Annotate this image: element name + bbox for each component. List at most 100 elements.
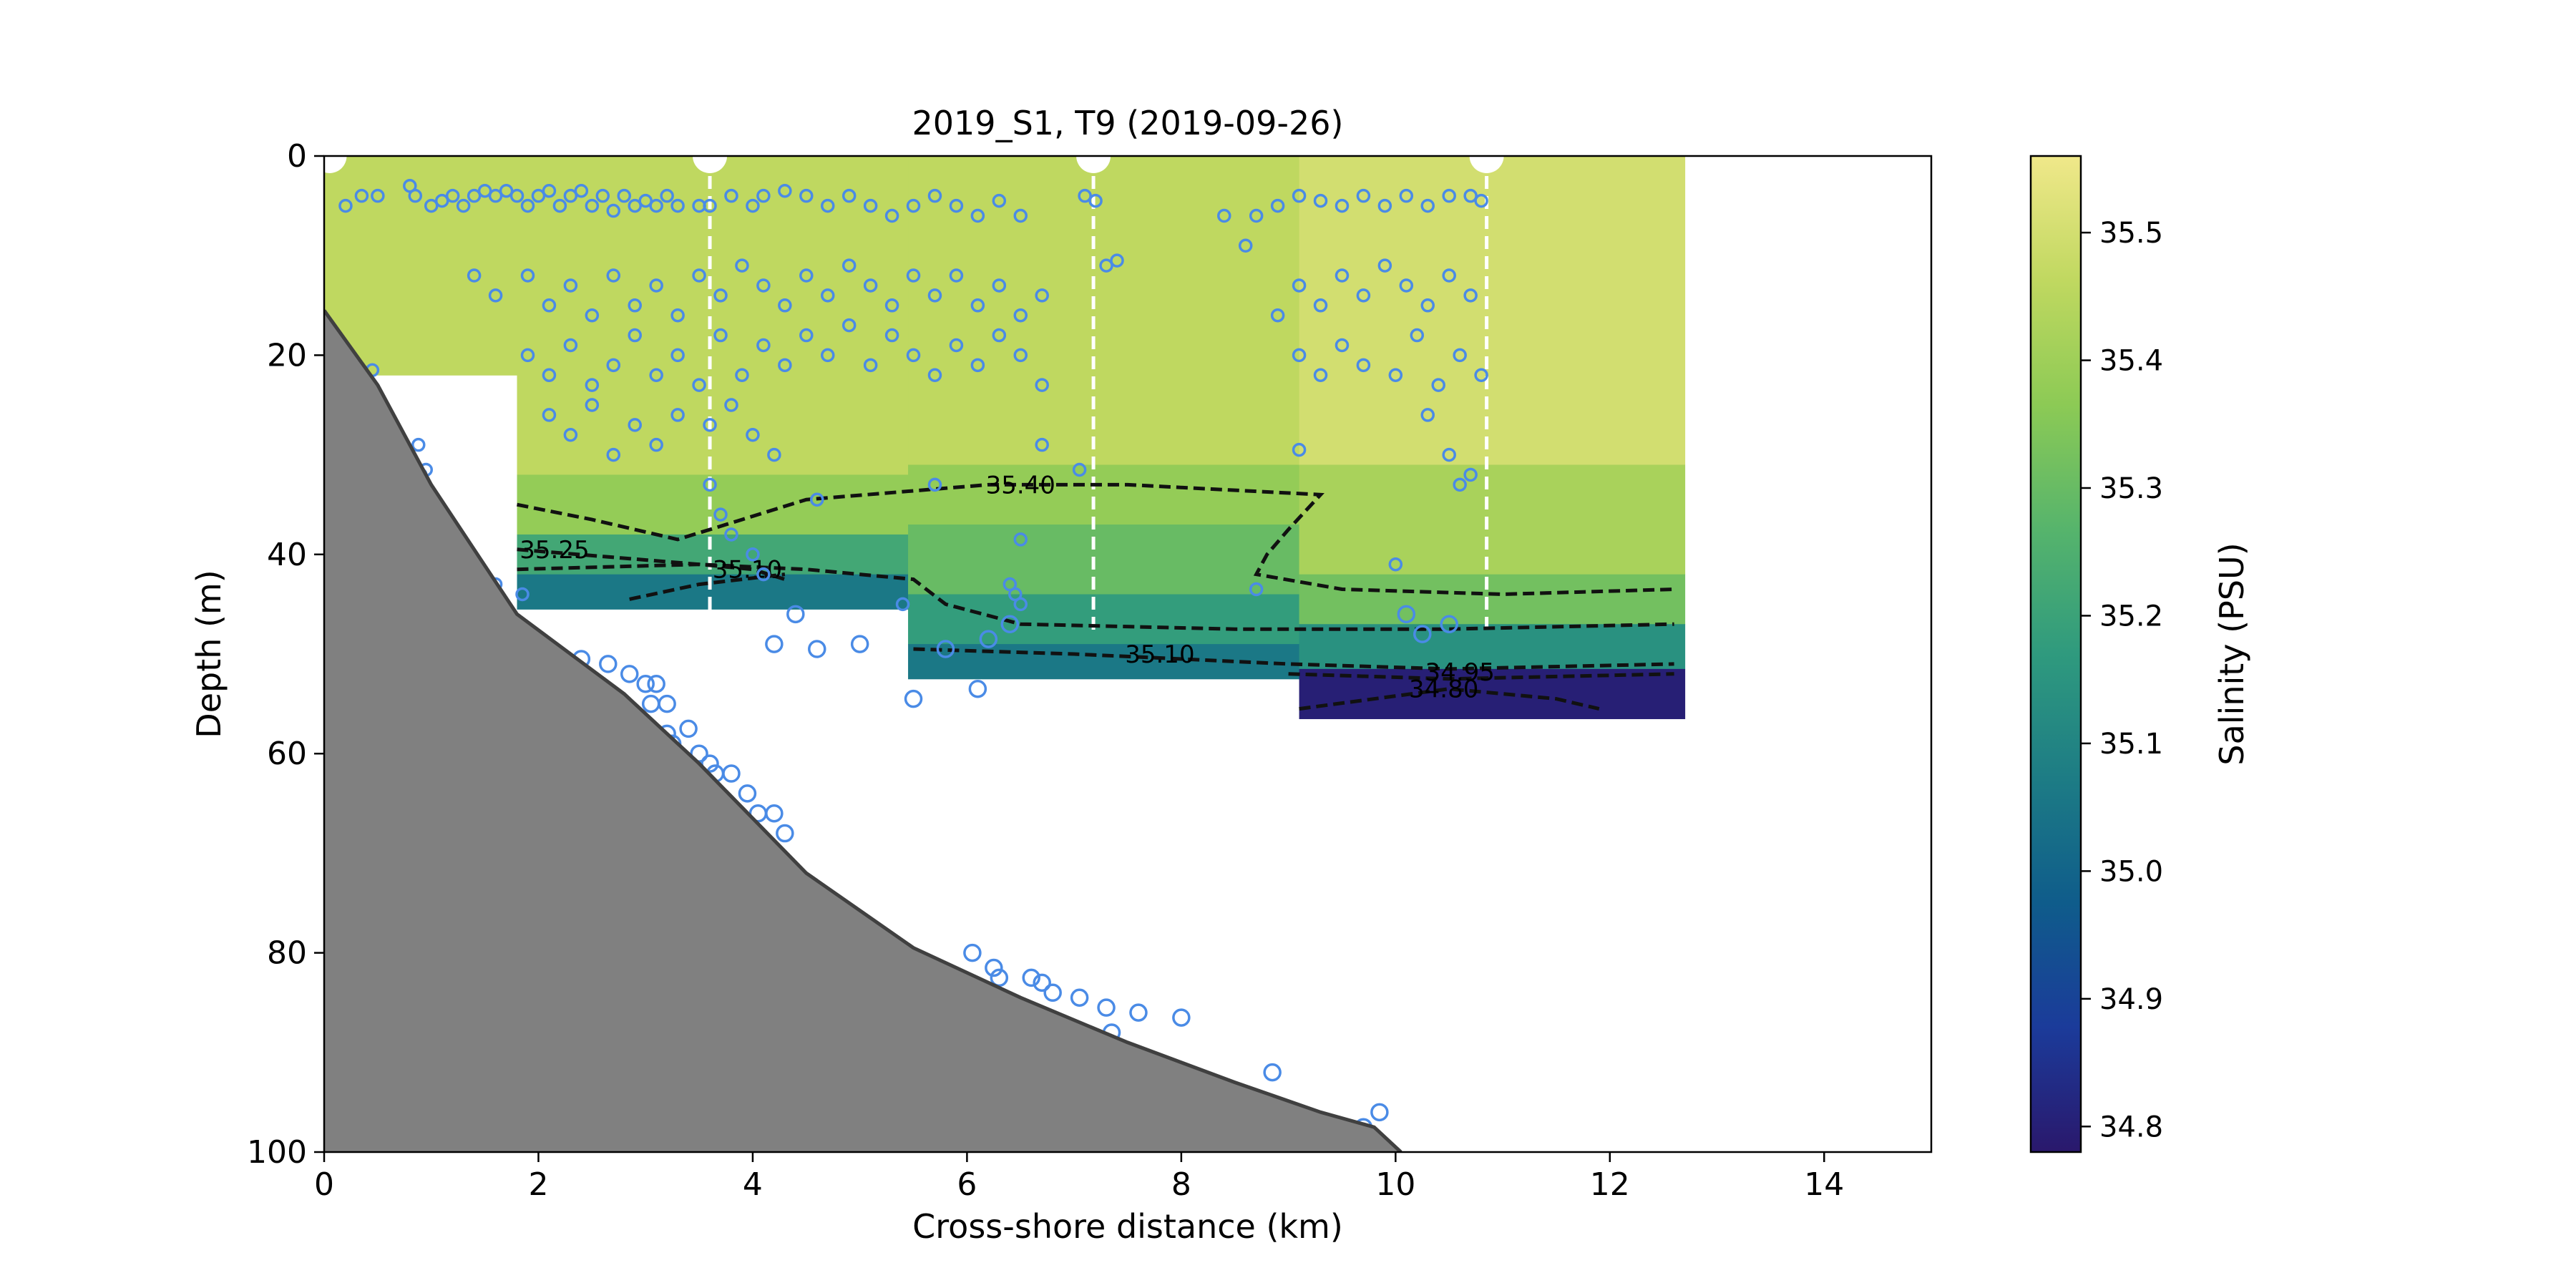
detection-point	[542, 408, 557, 422]
detection-point	[499, 183, 514, 198]
detection-point	[649, 437, 663, 452]
detection-point	[434, 193, 449, 208]
contour-label: 35.10	[1125, 640, 1194, 669]
detection-point	[1292, 442, 1307, 457]
detection-point	[1431, 378, 1445, 392]
detection-point	[1072, 462, 1087, 477]
detection-point	[1377, 198, 1392, 213]
detection-point	[1035, 437, 1049, 452]
contour-line	[1299, 687, 1600, 711]
detection-point	[670, 308, 685, 323]
seafloor-bathymetry	[324, 309, 1402, 1152]
detection-point	[531, 188, 546, 203]
detection-point	[927, 288, 942, 303]
detection-point	[1035, 288, 1049, 303]
detection-point	[949, 268, 964, 283]
detection-point	[1000, 615, 1020, 633]
detection-point	[713, 328, 728, 343]
detection-point	[1035, 378, 1049, 392]
detection-point	[1453, 477, 1467, 492]
detection-point	[1442, 447, 1456, 462]
detection-point	[1022, 968, 1040, 987]
y-tick-label: 60	[267, 736, 307, 772]
salinity-cell	[908, 594, 1300, 645]
detection-point	[1420, 408, 1435, 422]
detection-point	[1013, 532, 1028, 547]
plot-frame	[323, 155, 1933, 1153]
contour-line	[1288, 672, 1674, 681]
detection-point	[649, 368, 663, 382]
detection-point	[906, 198, 921, 213]
detection-point	[408, 188, 423, 203]
detection-point	[1410, 328, 1425, 343]
detection-point	[620, 665, 639, 683]
detection-point	[649, 278, 663, 293]
detection-point	[1270, 198, 1285, 213]
detection-point	[354, 188, 369, 203]
detection-point	[542, 298, 557, 313]
colorbar-tick-label: 35.2	[2099, 600, 2163, 633]
detection-point	[936, 640, 955, 658]
detection-point	[520, 348, 535, 363]
x-tick-label: 14	[1804, 1166, 1844, 1203]
detection-point	[520, 268, 535, 283]
x-tick-label: 12	[1590, 1166, 1630, 1203]
detection-point	[606, 203, 621, 218]
detection-point	[820, 288, 835, 303]
detection-point	[756, 567, 771, 582]
detection-point	[520, 198, 535, 213]
detection-point	[765, 635, 784, 653]
detection-point	[850, 635, 869, 653]
detection-point	[692, 378, 706, 392]
detection-point	[670, 348, 685, 363]
detection-point	[724, 398, 738, 412]
y-tick-label: 80	[267, 935, 307, 972]
detection-point	[649, 198, 663, 213]
salinity-cell	[1299, 624, 1686, 670]
detection-point	[542, 368, 557, 382]
detection-point	[1388, 557, 1403, 572]
detection-point	[841, 188, 857, 203]
detection-point	[563, 278, 578, 293]
detection-point	[820, 348, 835, 363]
detection-point	[1420, 298, 1435, 313]
detection-point	[606, 358, 621, 373]
detection-point	[585, 308, 600, 323]
detection-point	[670, 198, 685, 213]
detection-point	[1442, 188, 1456, 203]
seafloor-fill	[324, 310, 1401, 1152]
y-axis-label: Depth (m)	[190, 570, 228, 738]
detection-point	[1463, 288, 1478, 303]
detection-point	[1388, 368, 1403, 382]
detection-point	[488, 288, 503, 303]
salinity-cell	[324, 156, 518, 376]
salinity-cell	[908, 525, 1300, 595]
detection-point	[895, 597, 910, 612]
detection-point	[1292, 278, 1307, 293]
detection-point	[713, 507, 728, 522]
station-markers	[324, 156, 1504, 173]
salinity-cell	[908, 156, 1300, 466]
detection-point	[1013, 348, 1028, 363]
detection-point	[703, 198, 717, 213]
detection-point	[1013, 308, 1028, 323]
colorbar-tick-label: 35.5	[2099, 217, 2163, 250]
detection-point	[1043, 983, 1062, 1002]
detection-point	[884, 298, 899, 313]
detection-point	[467, 268, 482, 283]
detection-point	[992, 328, 1007, 343]
detection-point	[778, 358, 792, 373]
detection-point	[1397, 605, 1416, 624]
colorbar-gradient	[2029, 155, 2082, 1153]
y-tick-label: 40	[267, 537, 307, 573]
detection-point	[703, 477, 717, 492]
detection-point	[445, 188, 460, 203]
detection-point	[670, 408, 685, 422]
detection-point	[756, 338, 771, 353]
detection-point	[371, 188, 385, 203]
detection-point	[968, 679, 987, 698]
detection-point	[411, 437, 426, 452]
y-tick-label: 20	[267, 337, 307, 374]
detection-point	[1013, 597, 1028, 612]
